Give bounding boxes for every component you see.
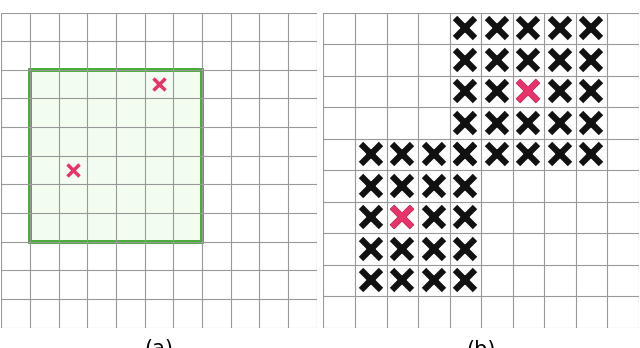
Text: (b): (b) bbox=[467, 340, 496, 348]
Bar bbox=[30, 70, 202, 242]
Text: (a): (a) bbox=[145, 339, 173, 348]
